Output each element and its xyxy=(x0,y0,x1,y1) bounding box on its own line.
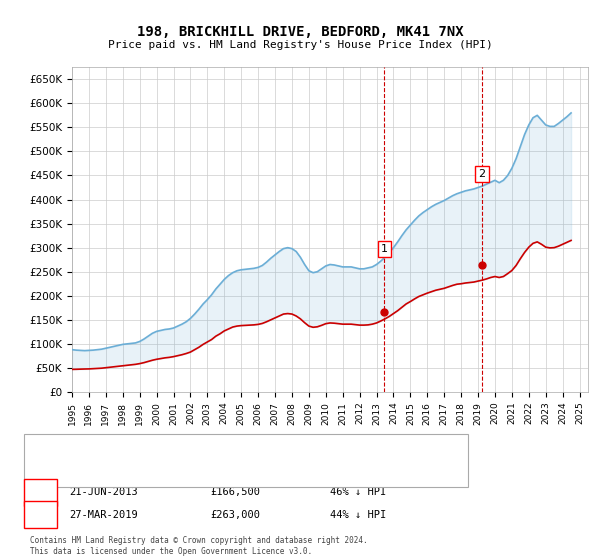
Text: 46% ↓ HPI: 46% ↓ HPI xyxy=(330,487,386,497)
Text: 198, BRICKHILL DRIVE, BEDFORD, MK41 7NX: 198, BRICKHILL DRIVE, BEDFORD, MK41 7NX xyxy=(137,25,463,39)
Text: 1: 1 xyxy=(37,487,44,497)
Text: 27-MAR-2019: 27-MAR-2019 xyxy=(69,510,138,520)
Text: 1: 1 xyxy=(381,244,388,254)
Text: 21-JUN-2013: 21-JUN-2013 xyxy=(69,487,138,497)
Text: 2: 2 xyxy=(478,169,485,179)
Text: £166,500: £166,500 xyxy=(210,487,260,497)
Text: ——: —— xyxy=(39,449,54,462)
Text: 44% ↓ HPI: 44% ↓ HPI xyxy=(330,510,386,520)
Text: Price paid vs. HM Land Registry's House Price Index (HPI): Price paid vs. HM Land Registry's House … xyxy=(107,40,493,50)
Text: £263,000: £263,000 xyxy=(210,510,260,520)
Text: 198, BRICKHILL DRIVE, BEDFORD, MK41 7NX (detached house): 198, BRICKHILL DRIVE, BEDFORD, MK41 7NX … xyxy=(75,451,376,460)
Text: 2: 2 xyxy=(37,510,44,520)
Text: HPI: Average price, detached house, Bedford: HPI: Average price, detached house, Bedf… xyxy=(75,468,306,477)
Text: ——: —— xyxy=(39,465,54,479)
Text: Contains HM Land Registry data © Crown copyright and database right 2024.
This d: Contains HM Land Registry data © Crown c… xyxy=(30,536,368,556)
